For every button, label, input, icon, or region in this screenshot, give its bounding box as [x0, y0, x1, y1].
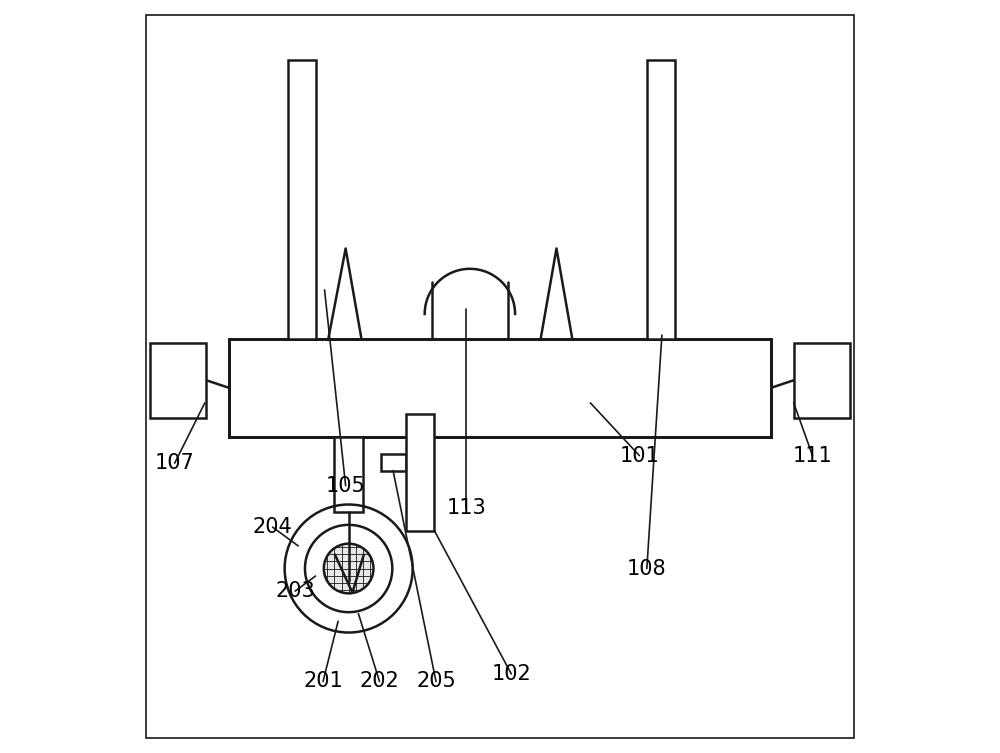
Text: 203: 203 [275, 581, 315, 601]
Bar [647, 60, 675, 339]
Text: 202: 202 [360, 672, 399, 691]
Text: 111: 111 [793, 446, 832, 465]
Text: 113: 113 [446, 498, 486, 518]
Bar [150, 343, 206, 418]
Text: 205: 205 [416, 672, 456, 691]
Text: 108: 108 [627, 559, 667, 578]
Text: 105: 105 [326, 476, 366, 495]
Text: 101: 101 [619, 446, 659, 465]
Bar [288, 60, 316, 339]
Text: 107: 107 [155, 453, 195, 473]
Text: 201: 201 [303, 672, 343, 691]
Text: 102: 102 [491, 664, 531, 684]
Bar [229, 339, 771, 437]
Text: 204: 204 [253, 517, 292, 537]
Circle shape [324, 544, 373, 593]
Bar [406, 414, 434, 531]
Bar [381, 454, 406, 471]
Bar [794, 343, 850, 418]
Bar [334, 437, 363, 512]
